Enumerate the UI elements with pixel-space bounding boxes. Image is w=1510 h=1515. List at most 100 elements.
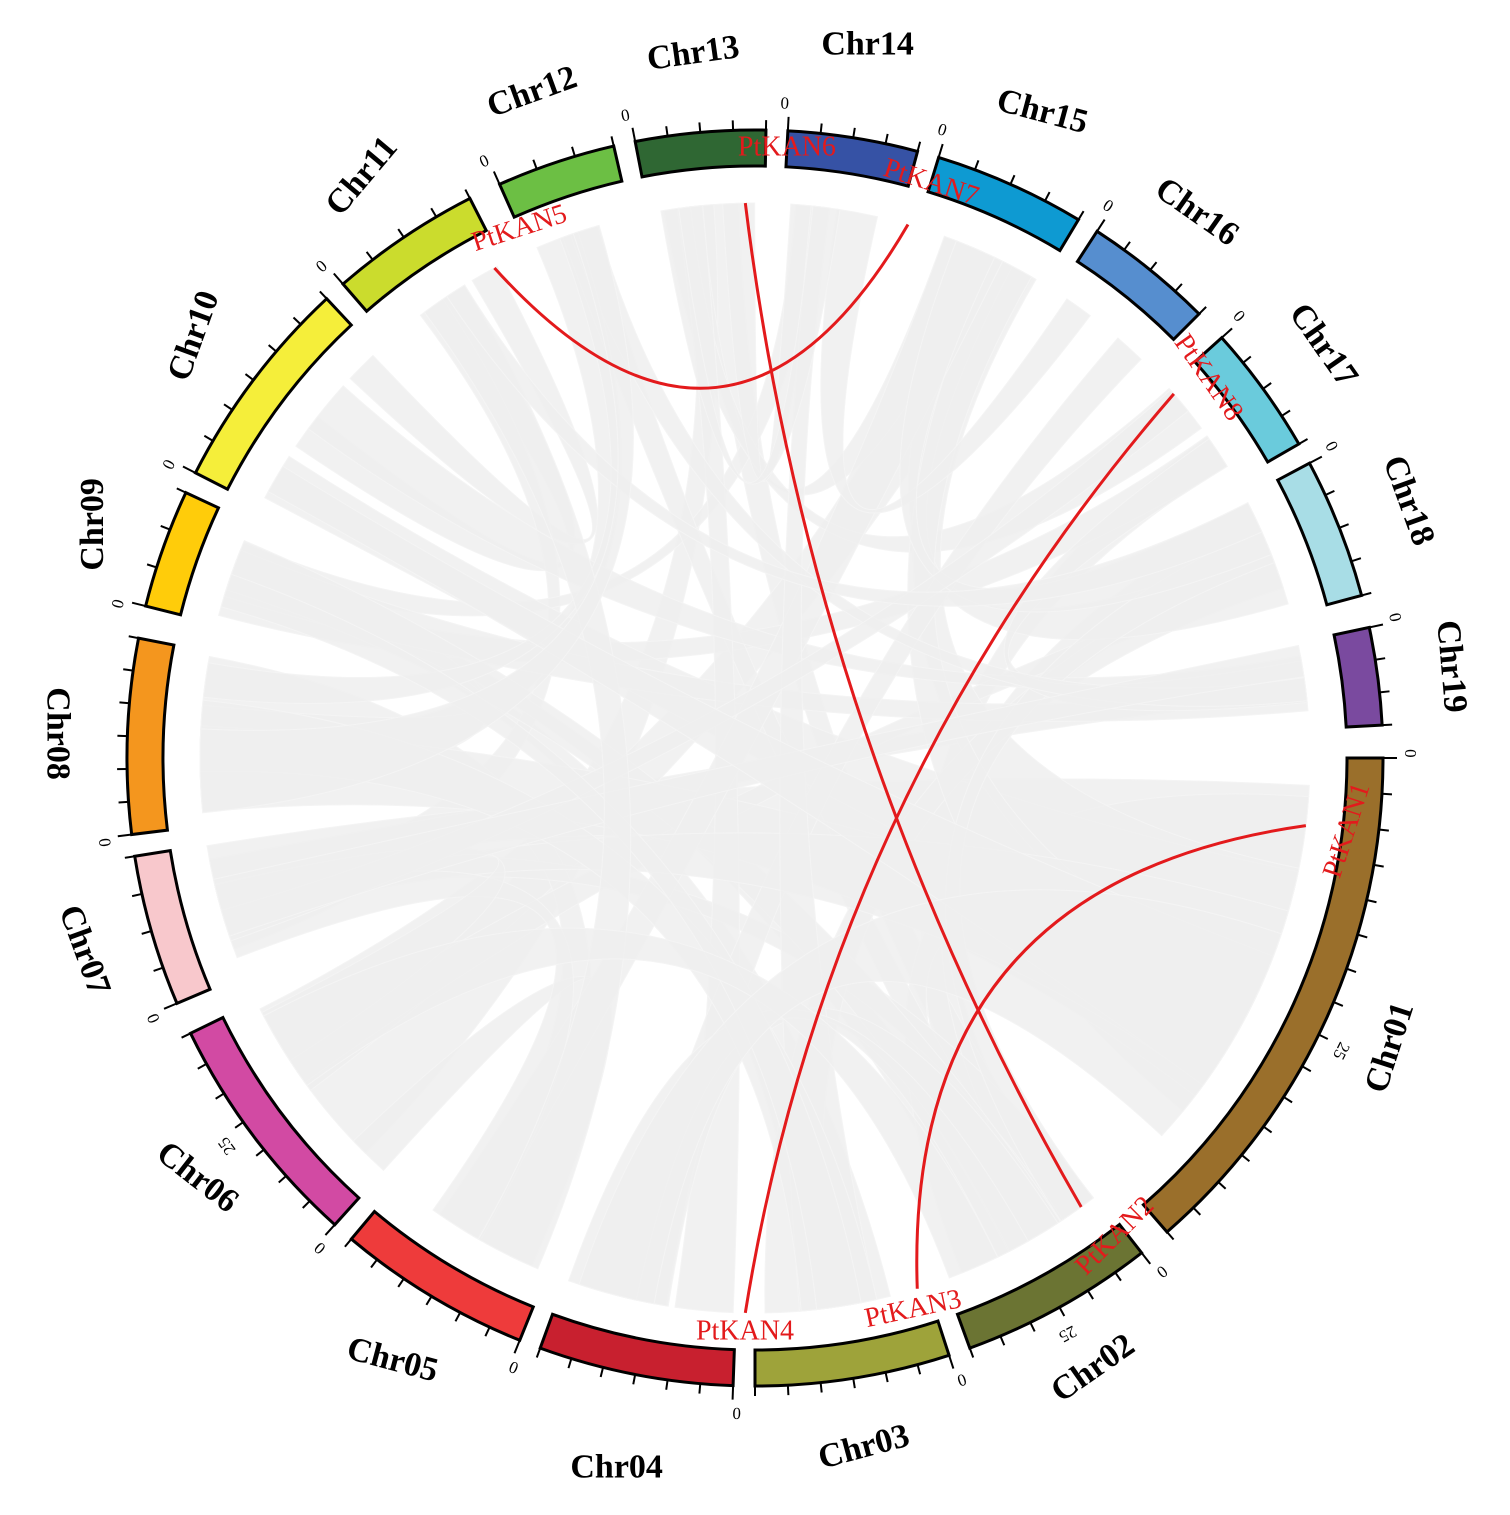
chromosome-tick <box>973 160 980 171</box>
chromosome-tick <box>513 1339 521 1354</box>
chromosome-band <box>1075 229 1202 342</box>
chromosome-tick <box>153 966 164 972</box>
chromosome-tick <box>1333 1001 1344 1007</box>
chromosome-tick <box>535 1347 542 1358</box>
chromosome-tick <box>1346 967 1357 973</box>
chromosome-label: Chr02 <box>1044 1326 1141 1409</box>
chromosome-tick <box>1283 1096 1293 1104</box>
chromosome-band <box>1141 756 1385 1235</box>
chromosome-tick <box>1217 1181 1227 1190</box>
chromosome-tick <box>631 127 637 142</box>
tick-label: 0 <box>143 1011 164 1026</box>
chromosome-tick <box>1029 1322 1036 1332</box>
chromosome-chr15: 0 Chr15 <box>926 81 1092 253</box>
chromosome-tick <box>397 228 405 238</box>
chromosome-band <box>633 128 768 179</box>
chromosome-tick <box>665 126 669 137</box>
chromosome-tick <box>302 1200 311 1209</box>
chromosome-band <box>143 490 221 617</box>
chromosome-tick <box>181 1032 191 1039</box>
chromosome-tick <box>786 1385 790 1396</box>
tick-label: 0 <box>955 1370 969 1391</box>
chromosome-band <box>188 1015 361 1227</box>
chromosome-tick <box>244 373 255 381</box>
chromosome-tick <box>1309 455 1323 465</box>
chromosome-tick <box>1192 1207 1202 1216</box>
chromosome-chr09: 0 Chr09 <box>74 478 221 617</box>
chromosome-band <box>926 155 1081 253</box>
chromosome-tick <box>948 1354 955 1369</box>
background-link <box>212 644 1305 937</box>
chromosome-tick <box>937 143 944 158</box>
chromosome-chr18: 0 Chr18 <box>1275 438 1442 607</box>
background-link <box>446 284 1263 607</box>
chromosome-tick <box>203 434 214 442</box>
chromosome-tick <box>1198 306 1207 315</box>
chromosome-tick <box>999 1335 1006 1346</box>
chromosome-tick <box>819 1382 823 1393</box>
tick-label: 0 <box>780 93 789 112</box>
chromosome-tick <box>1044 191 1051 202</box>
chromosome-label: Chr10 <box>160 286 226 386</box>
chromosome-tick <box>146 563 157 569</box>
chromosome-tick <box>610 136 615 147</box>
chromosome-tick <box>234 1121 244 1129</box>
chromosome-tick <box>1366 899 1377 904</box>
chromosome-tick <box>698 1383 702 1394</box>
tick-label: 0 <box>312 256 331 276</box>
chromosome-tick <box>215 1092 225 1100</box>
chromosome-band <box>349 1209 536 1343</box>
tick-label: 0 <box>108 597 128 610</box>
chromosome-tick <box>464 189 471 199</box>
chromosome-tick <box>1301 1065 1312 1073</box>
chromosome-tick <box>1375 657 1386 661</box>
chromosome-tick <box>141 930 152 935</box>
chromosome-tick <box>1096 219 1106 232</box>
chromosome-band <box>1192 335 1301 465</box>
chromosome-tick <box>632 1374 637 1385</box>
gene-duplication-links <box>493 202 1307 1314</box>
tick-label: 0 <box>476 151 491 172</box>
chromosome-tick <box>492 171 501 185</box>
gene-label-ptkan6: PtKAN6 <box>738 131 836 162</box>
chromosome-label: Chr12 <box>482 58 582 124</box>
chromosome-chr07: 0 Chr07 <box>51 848 213 1026</box>
chromosome-tick <box>1140 1252 1152 1265</box>
chromosome-tick <box>118 800 129 804</box>
chromosome-tick <box>852 127 856 138</box>
chromosome-tick <box>163 1002 178 1010</box>
chromosome-tick <box>968 1347 975 1358</box>
chromosome-label: Chr05 <box>343 1330 442 1390</box>
chromosome-tick <box>365 251 374 261</box>
tick-label: 0 <box>1153 1262 1171 1282</box>
chromosome-tick <box>1149 261 1158 271</box>
chromosome-tick <box>1361 591 1372 597</box>
chromosome-tick <box>176 487 187 494</box>
chromosome-tick <box>268 344 277 353</box>
tick-label: 25 <box>1056 1322 1080 1347</box>
chromosome-tick <box>1009 174 1016 185</box>
tick-label: 0 <box>1229 306 1249 325</box>
chromosome-tick <box>292 316 302 326</box>
chromosome-tick <box>1114 1271 1122 1282</box>
chromosome-tick <box>1324 489 1335 496</box>
chromosome-band <box>125 636 176 837</box>
tick-label: 0 <box>732 1404 741 1423</box>
chromosome-label: Chr09 <box>74 478 111 571</box>
chromosome-chr11: 0 Chr11 <box>312 129 489 314</box>
background-link <box>578 889 1283 1305</box>
chromosome-tick <box>1166 1231 1175 1241</box>
chromosome-tick <box>182 465 196 474</box>
chromosome-tick <box>884 1372 889 1383</box>
tick-label: 0 <box>158 456 179 472</box>
background-link <box>199 224 634 814</box>
chromosome-tick <box>123 668 134 672</box>
chromosome-tick <box>1123 241 1131 251</box>
chromosome-tick <box>819 123 823 134</box>
tick-label: 0 <box>95 837 115 848</box>
chromosome-tick <box>370 1258 378 1269</box>
chromosome-label: Chr14 <box>821 26 914 63</box>
chromosome-tick <box>916 141 922 152</box>
tick-label: 0 <box>506 1357 521 1378</box>
